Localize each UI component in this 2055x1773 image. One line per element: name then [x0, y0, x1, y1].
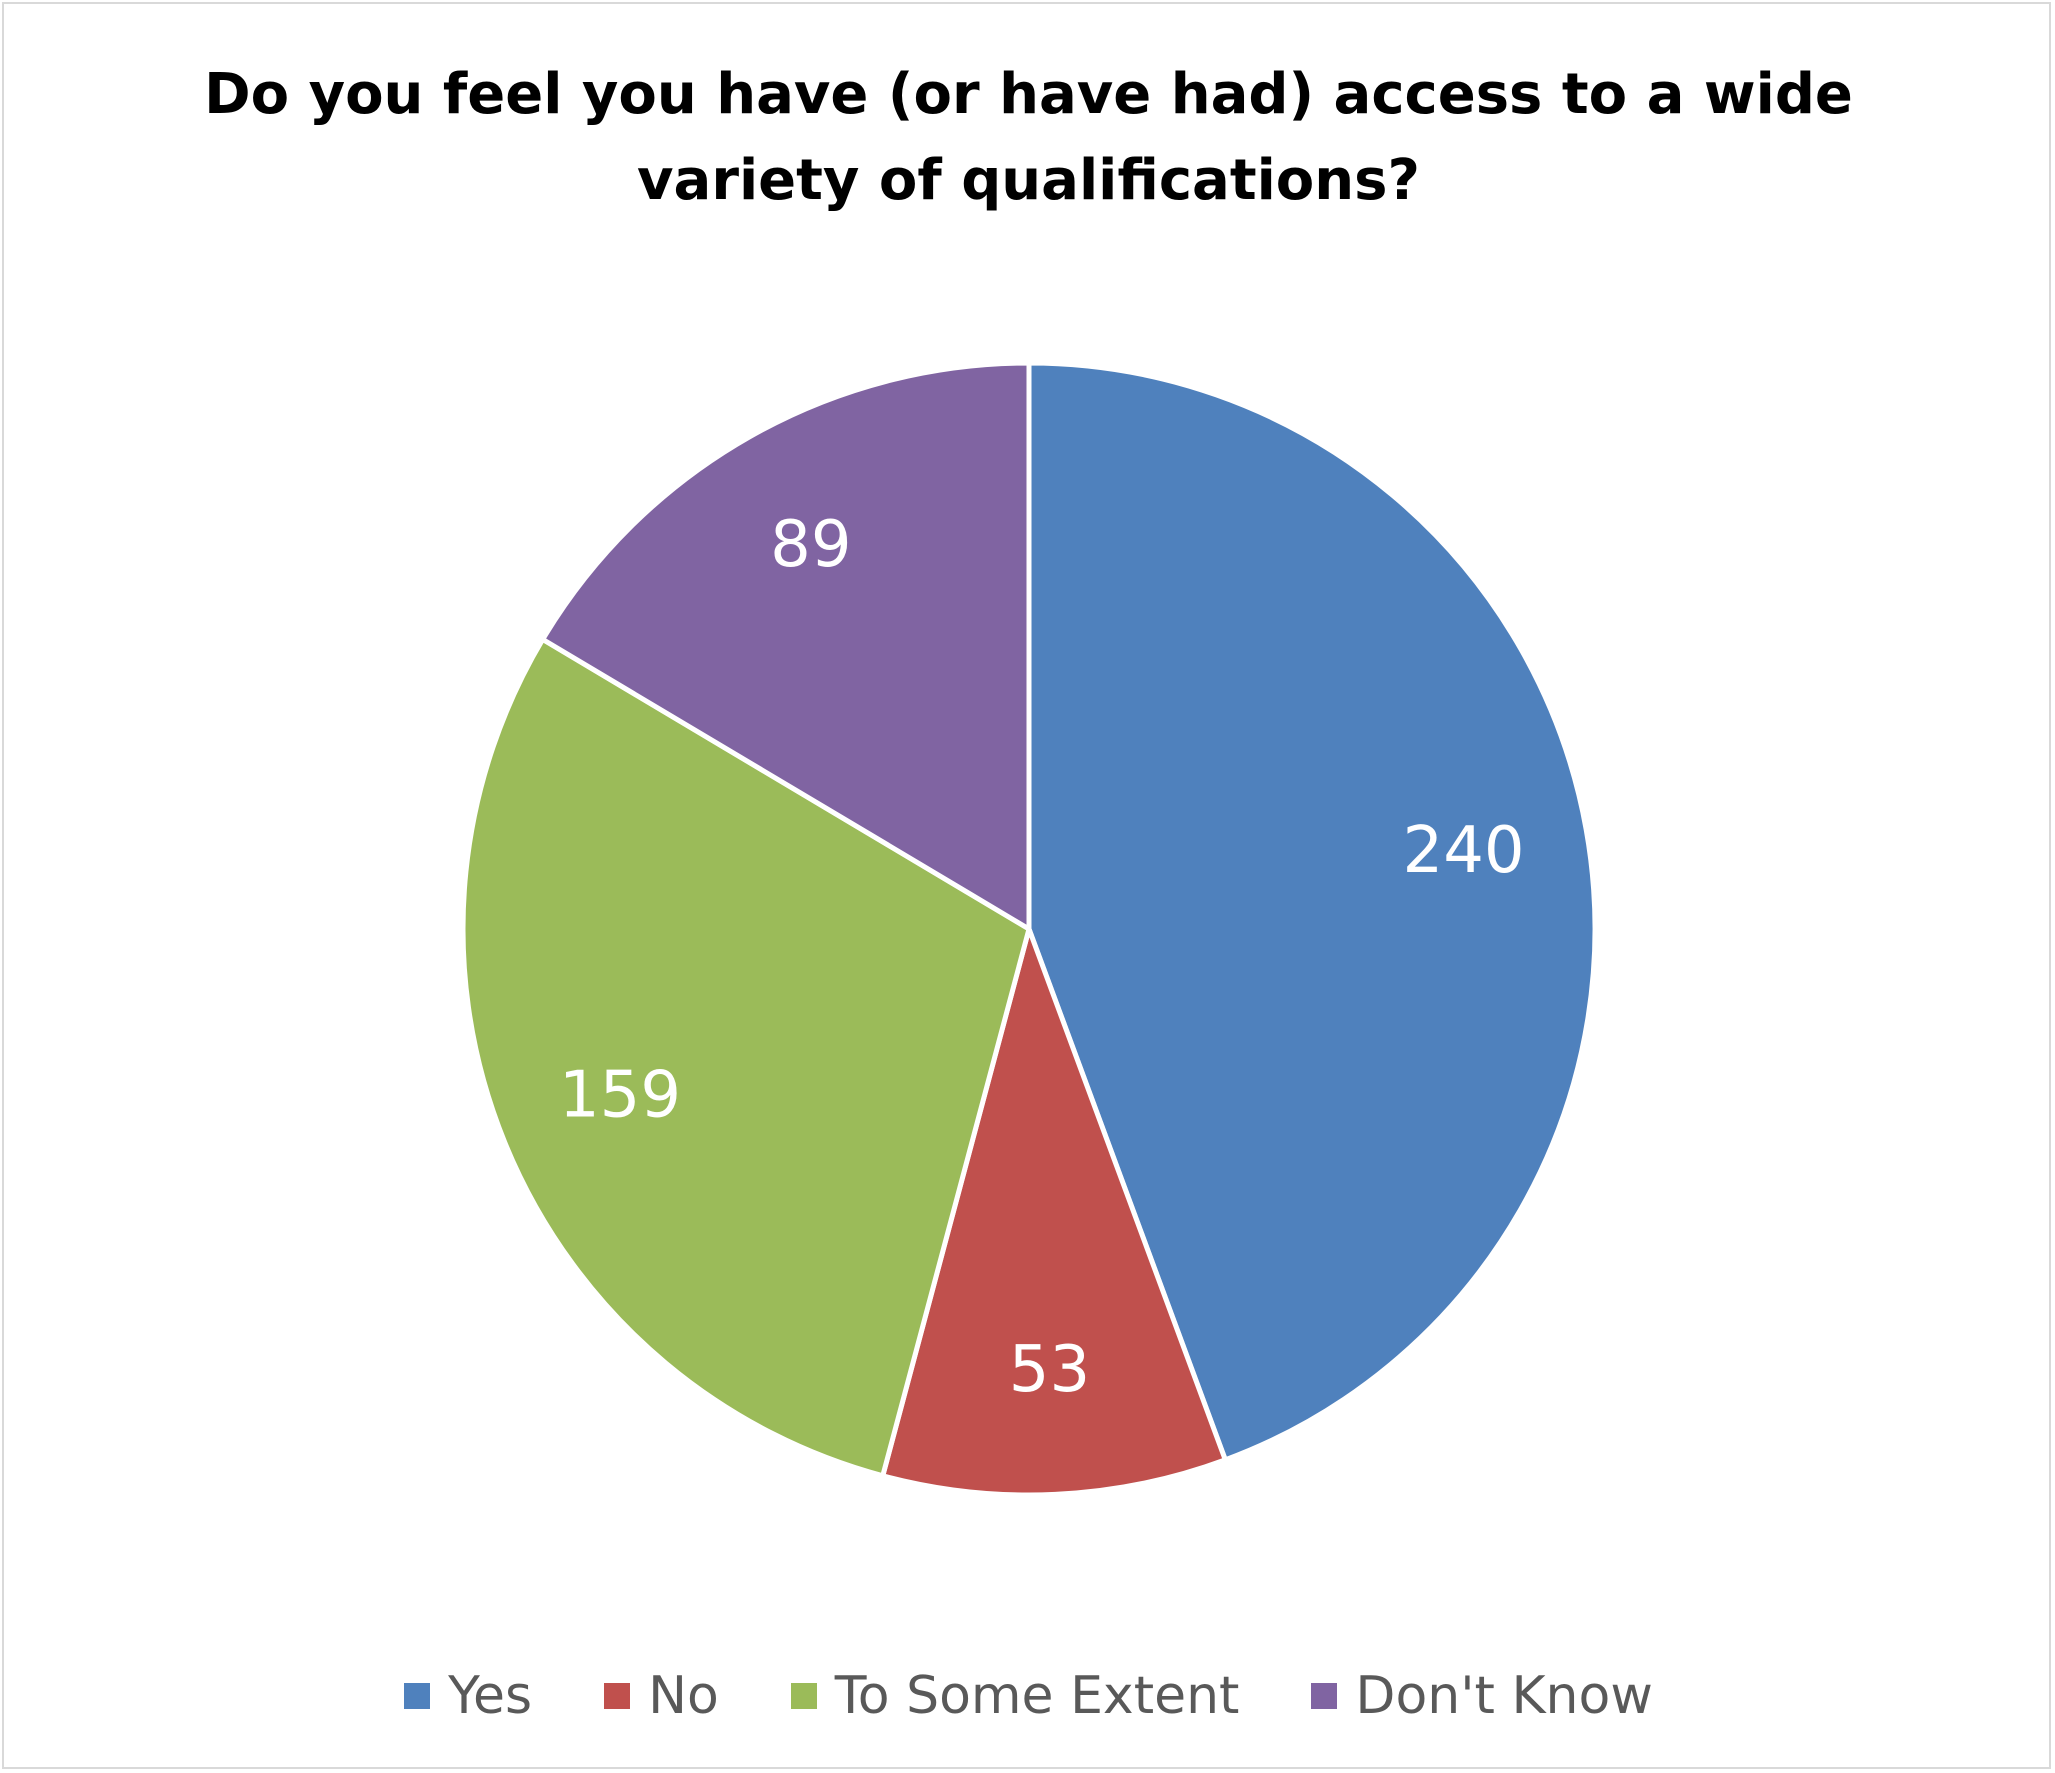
legend-item-no[interactable]: No — [604, 1666, 719, 1726]
chart-title-line-2: variety of qualifications? — [637, 148, 1420, 213]
data-label-don-t-know: 89 — [770, 508, 851, 582]
pie-slice-yes[interactable] — [1026, 360, 1598, 1463]
legend-label-to-some-extent: To Some Extent — [834, 1666, 1240, 1726]
pie-slice-to-some-extent[interactable] — [460, 636, 1032, 1479]
pie-slice-don-t-know[interactable] — [540, 360, 1032, 932]
legend-swatch-to-some-extent — [790, 1683, 817, 1709]
data-label-yes: 240 — [1402, 814, 1524, 888]
data-label-to-some-extent: 159 — [559, 1058, 681, 1132]
data-label-no: 53 — [1009, 1333, 1090, 1407]
legend-label-dont-know: Don't Know — [1355, 1666, 1653, 1726]
legend-swatch-dont-know — [1311, 1683, 1338, 1709]
legend-item-yes[interactable]: Yes — [404, 1666, 532, 1726]
pie-slice-no[interactable] — [880, 926, 1228, 1498]
legend-label-yes: Yes — [448, 1666, 533, 1726]
legend-item-dont-know[interactable]: Don't Know — [1311, 1666, 1653, 1726]
legend: Yes No To Some Extent Don't Know — [4, 1656, 2053, 1736]
chart-title: Do you feel you have (or have had) acces… — [4, 52, 2053, 224]
legend-swatch-yes — [404, 1683, 431, 1709]
pie-slices — [460, 360, 1598, 1498]
legend-label-no: No — [648, 1666, 719, 1726]
chart-title-line-1: Do you feel you have (or have had) acces… — [204, 62, 1853, 127]
legend-item-to-some-extent[interactable]: To Some Extent — [790, 1666, 1240, 1726]
pie-chart: 240 53 159 89 — [460, 360, 1598, 1498]
pie-data-labels: 240 53 159 89 — [559, 508, 1525, 1407]
legend-swatch-no — [604, 1683, 631, 1709]
